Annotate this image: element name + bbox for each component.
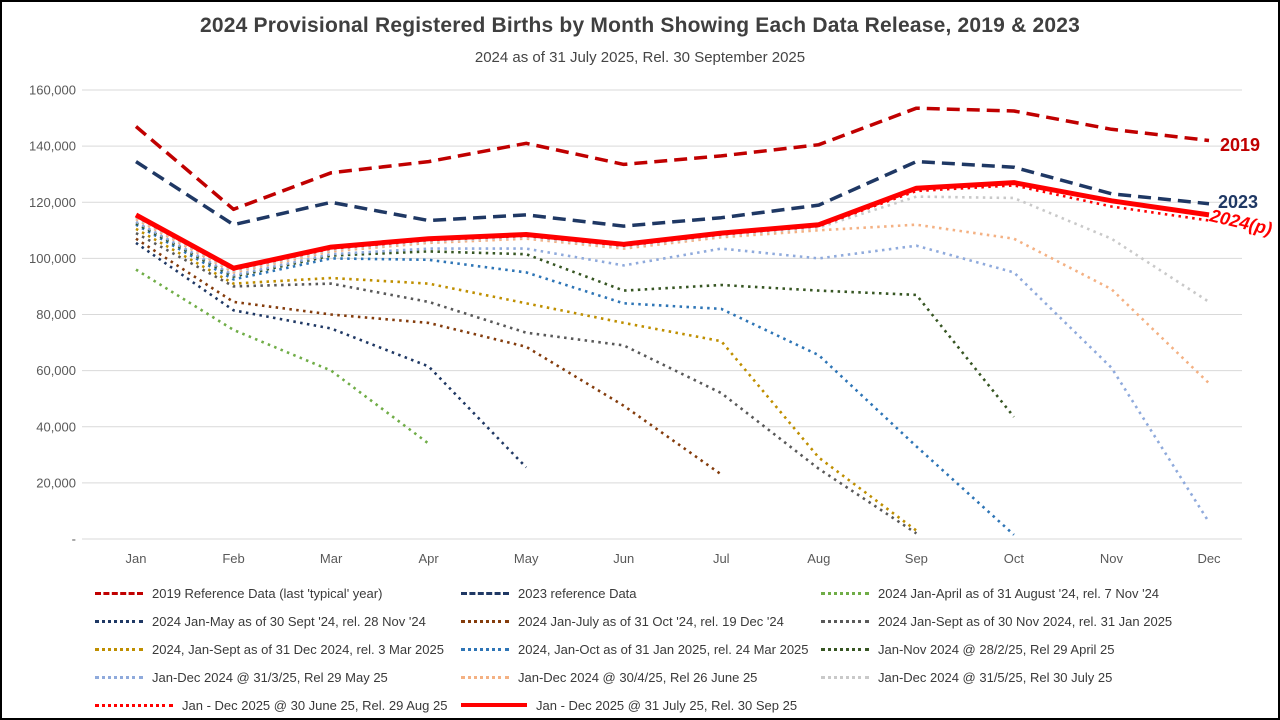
- x-axis-tick-label: Mar: [320, 551, 343, 566]
- y-axis-tick-label: 100,000: [29, 251, 76, 266]
- legend-label: 2024, Jan-Oct as of 31 Jan 2025, rel. 24…: [518, 641, 809, 657]
- legend-label: 2023 reference Data: [518, 585, 637, 601]
- legend-item-rel-2024-jan-nov: Jan-Nov 2024 @ 28/2/25, Rel 29 April 25: [821, 642, 1235, 657]
- legend-item-rel-2024-jan-may: 2024 Jan-May as of 30 Sept '24, rel. 28 …: [95, 614, 461, 629]
- legend-label: 2024 Jan-May as of 30 Sept '24, rel. 28 …: [152, 613, 426, 629]
- x-axis-tick-label: Jan: [126, 551, 147, 566]
- legend-label: 2024 Jan-Sept as of 30 Nov 2024, rel. 31…: [878, 613, 1173, 629]
- series-line-rel-2024-dec-mar: [135, 220, 1211, 523]
- legend-swatch-rel-2024-jan-may: [95, 619, 143, 623]
- series-line-rel-2025-jul: [134, 180, 1210, 271]
- legend-item-rel-2024-jan-apr: 2024 Jan-April as of 31 August '24, rel.…: [821, 586, 1235, 601]
- legend-swatch-rel-2024-jan-jul: [461, 619, 509, 623]
- legend-label: Jan-Dec 2024 @ 31/5/25, Rel 30 July 25: [878, 669, 1113, 685]
- legend-swatch-rel-2024-jan-nov: [821, 647, 869, 651]
- series-line-rel-2024-jan-sep-nov: [135, 231, 918, 535]
- legend-label: 2024 Jan-July as of 31 Oct '24, rel. 19 …: [518, 613, 784, 629]
- x-axis-tick-label: May: [514, 551, 539, 566]
- chart-title: 2024 Provisional Registered Births by Mo…: [199, 14, 1081, 37]
- x-axis-tick-label: Aug: [807, 551, 830, 566]
- series-line-rel-2024-jan-apr: [135, 268, 430, 445]
- y-axis-tick-label: -: [72, 532, 76, 547]
- end-label-2023: 2023: [1218, 192, 1258, 212]
- series-line-rel-2024-jan-nov: [135, 222, 1015, 418]
- legend-label: Jan - Dec 2025 @ 31 July 25, Rel. 30 Sep…: [536, 697, 798, 713]
- legend-item-rel-2025-jul: Jan - Dec 2025 @ 31 July 25, Rel. 30 Sep…: [461, 698, 821, 713]
- legend-swatch-rel-2024-jan-sep-nov: [821, 619, 869, 623]
- legend-item-rel-2024-dec-apr: Jan-Dec 2024 @ 30/4/25, Rel 26 June 25: [461, 670, 821, 685]
- x-axis-tick-label: Nov: [1100, 551, 1124, 566]
- legend-label: Jan-Dec 2024 @ 31/3/25, Rel 29 May 25: [152, 669, 388, 685]
- legend-item-rel-2025-jun: Jan - Dec 2025 @ 30 June 25, Rel. 29 Aug…: [95, 698, 461, 713]
- series-line-ref-2019: [134, 106, 1210, 212]
- legend-item-ref-2023: 2023 reference Data: [461, 586, 821, 601]
- legend-label: 2024 Jan-April as of 31 August '24, rel.…: [878, 585, 1160, 601]
- legend-label: Jan-Dec 2024 @ 30/4/25, Rel 26 June 25: [518, 669, 758, 685]
- legend-swatch-rel-2025-jul: [461, 703, 527, 707]
- series-line-rel-2024-dec-may: [135, 195, 1210, 303]
- legend-swatch-rel-2024-dec-may: [821, 675, 869, 679]
- legend-item-rel-2024-jan-oct: 2024, Jan-Oct as of 31 Jan 2025, rel. 24…: [461, 642, 821, 657]
- legend-swatch-rel-2024-dec-apr: [461, 675, 509, 679]
- legend-label: 2019 Reference Data (last 'typical' year…: [152, 585, 383, 601]
- legend-swatch-rel-2024-dec-mar: [95, 675, 143, 679]
- series-line-rel-2024-jan-jul: [135, 237, 723, 476]
- x-axis-tick-label: Feb: [222, 551, 244, 566]
- x-axis-tick-label: Sep: [905, 551, 928, 566]
- series-line-rel-2024-dec-apr: [135, 217, 1210, 385]
- chart-subtitle: 2024 as of 31 July 2025, Rel. 30 Septemb…: [474, 49, 806, 66]
- x-axis-tick-label: Apr: [419, 551, 440, 566]
- legend-item-rel-2024-dec-mar: Jan-Dec 2024 @ 31/3/25, Rel 29 May 25: [95, 670, 461, 685]
- legend-swatch-ref-2023: [461, 591, 509, 595]
- y-axis-tick-label: 80,000: [36, 307, 76, 322]
- y-axis-tick-label: 120,000: [29, 195, 76, 210]
- y-axis-tick-label: 60,000: [36, 363, 76, 378]
- x-axis-tick-label: Dec: [1197, 551, 1221, 566]
- legend-label: Jan-Nov 2024 @ 28/2/25, Rel 29 April 25: [878, 641, 1115, 657]
- x-axis-tick-label: Jul: [713, 551, 730, 566]
- legend-swatch-rel-2024-jan-apr: [821, 591, 869, 595]
- legend-item-rel-2024-jan-jul: 2024 Jan-July as of 31 Oct '24, rel. 19 …: [461, 614, 821, 629]
- y-axis-tick-label: 20,000: [36, 475, 76, 490]
- legend-swatch-rel-2024-jan-sep-dec: [95, 647, 143, 651]
- legend-swatch-rel-2024-jan-oct: [461, 647, 509, 651]
- legend-item-rel-2024-dec-may: Jan-Dec 2024 @ 31/5/25, Rel 30 July 25: [821, 670, 1235, 685]
- legend: 2019 Reference Data (last 'typical' year…: [95, 579, 1235, 718]
- x-axis-tick-label: Oct: [1004, 551, 1025, 566]
- legend-swatch-ref-2019: [95, 591, 143, 595]
- legend-item-rel-2024-jan-sep-dec: 2024, Jan-Sept as of 31 Dec 2024, rel. 3…: [95, 642, 461, 657]
- y-axis-tick-label: 40,000: [36, 419, 76, 434]
- legend-swatch-rel-2025-jun: [95, 703, 173, 707]
- y-axis-tick-label: 140,000: [29, 139, 76, 154]
- series-line-ref-2023: [135, 159, 1210, 228]
- legend-label: Jan - Dec 2025 @ 30 June 25, Rel. 29 Aug…: [182, 697, 448, 713]
- legend-label: 2024, Jan-Sept as of 31 Dec 2024, rel. 3…: [152, 641, 444, 657]
- y-axis-tick-label: 160,000: [29, 83, 76, 98]
- legend-item-ref-2019: 2019 Reference Data (last 'typical' year…: [95, 586, 461, 601]
- end-label-2019: 2019: [1220, 135, 1260, 155]
- legend-item-rel-2024-jan-sep-nov: 2024 Jan-Sept as of 30 Nov 2024, rel. 31…: [821, 614, 1235, 629]
- x-axis-tick-label: Jun: [613, 551, 634, 566]
